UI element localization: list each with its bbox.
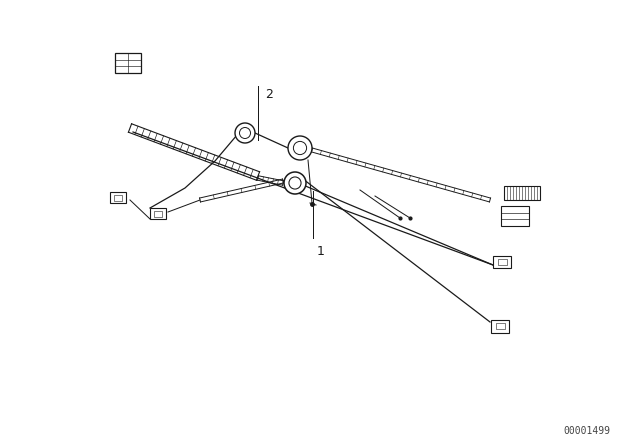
Bar xyxy=(504,186,540,200)
Bar xyxy=(493,256,511,268)
Bar xyxy=(154,211,162,217)
Circle shape xyxy=(289,177,301,189)
Circle shape xyxy=(235,123,255,143)
Text: 1: 1 xyxy=(317,245,325,258)
Text: 00001499: 00001499 xyxy=(563,426,610,436)
Bar xyxy=(150,208,166,220)
Bar xyxy=(110,193,126,203)
Text: 2: 2 xyxy=(265,88,273,101)
Bar xyxy=(114,195,122,201)
Bar xyxy=(115,53,141,73)
Circle shape xyxy=(293,142,307,155)
Circle shape xyxy=(239,128,250,138)
Bar xyxy=(491,319,509,332)
Circle shape xyxy=(284,172,306,194)
Bar xyxy=(501,206,529,226)
Circle shape xyxy=(288,136,312,160)
Bar xyxy=(497,259,506,265)
Bar xyxy=(495,323,504,329)
